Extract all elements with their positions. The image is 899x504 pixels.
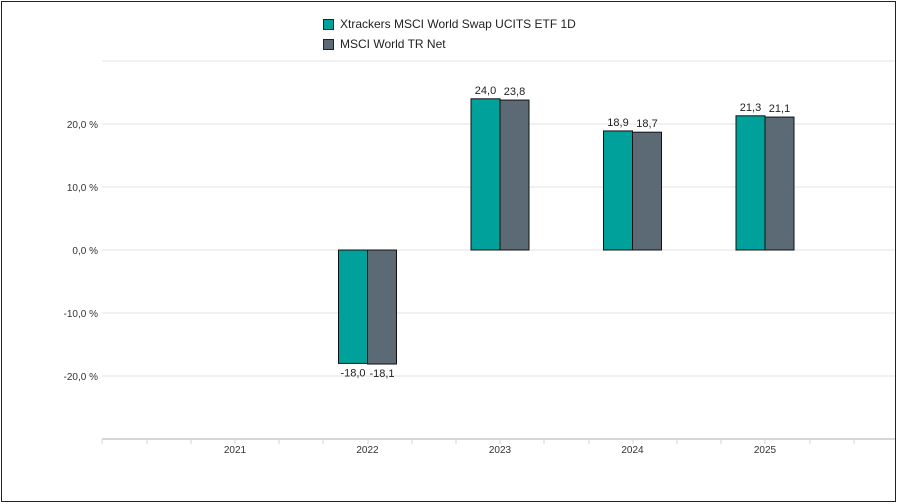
legend-item-etf[interactable]: Xtrackers MSCI World Swap UCITS ETF 1D — [323, 14, 576, 34]
x-tick-label: 2024 — [621, 445, 644, 456]
data-label: 24,0 — [475, 85, 496, 97]
data-label: -18,1 — [369, 368, 394, 380]
x-axis: 2021 2022 2023 2024 2025 — [101, 438, 895, 456]
bar-index-2022[interactable] — [367, 249, 397, 365]
bar-etf-2024[interactable] — [603, 130, 633, 251]
bar-index-2023[interactable] — [499, 99, 530, 251]
data-label: 18,7 — [636, 118, 657, 130]
bar-index-2025[interactable] — [764, 116, 795, 251]
bar-etf-2025[interactable] — [735, 115, 766, 251]
legend-label-index: MSCI World TR Net — [340, 37, 446, 51]
y-axis: 20,0 % 10,0 % 0,0 % -10,0 % -20,0 % — [64, 120, 99, 383]
x-tick-label: 2025 — [754, 445, 777, 456]
legend-swatch-index — [323, 38, 334, 50]
y-tick-label: 0,0 % — [72, 246, 98, 257]
x-tick-label: 2021 — [224, 445, 247, 456]
bars — [338, 98, 795, 365]
legend-label-etf: Xtrackers MSCI World Swap UCITS ETF 1D — [340, 17, 576, 31]
bar-etf-2022[interactable] — [338, 249, 368, 364]
data-label: 21,1 — [769, 103, 790, 115]
y-tick-label: -20,0 % — [64, 372, 99, 383]
y-tick-label: 10,0 % — [67, 183, 98, 194]
data-label: 18,9 — [607, 117, 628, 129]
y-tick-label: -10,0 % — [64, 309, 99, 320]
y-tick-label: 20,0 % — [67, 120, 98, 131]
legend: Xtrackers MSCI World Swap UCITS ETF 1D M… — [323, 14, 576, 54]
data-labels: -18,0 -18,1 24,0 23,8 18,9 18,7 21,3 21,1 — [340, 85, 790, 380]
legend-swatch-etf — [323, 18, 334, 30]
x-tick-label: 2023 — [489, 445, 512, 456]
bar-etf-2023[interactable] — [470, 98, 501, 251]
bar-index-2024[interactable] — [632, 131, 662, 251]
x-tick-label: 2022 — [356, 445, 379, 456]
legend-item-index[interactable]: MSCI World TR Net — [323, 34, 576, 54]
data-label: 23,8 — [504, 86, 525, 98]
data-label: -18,0 — [340, 367, 365, 379]
data-label: 21,3 — [740, 102, 761, 114]
